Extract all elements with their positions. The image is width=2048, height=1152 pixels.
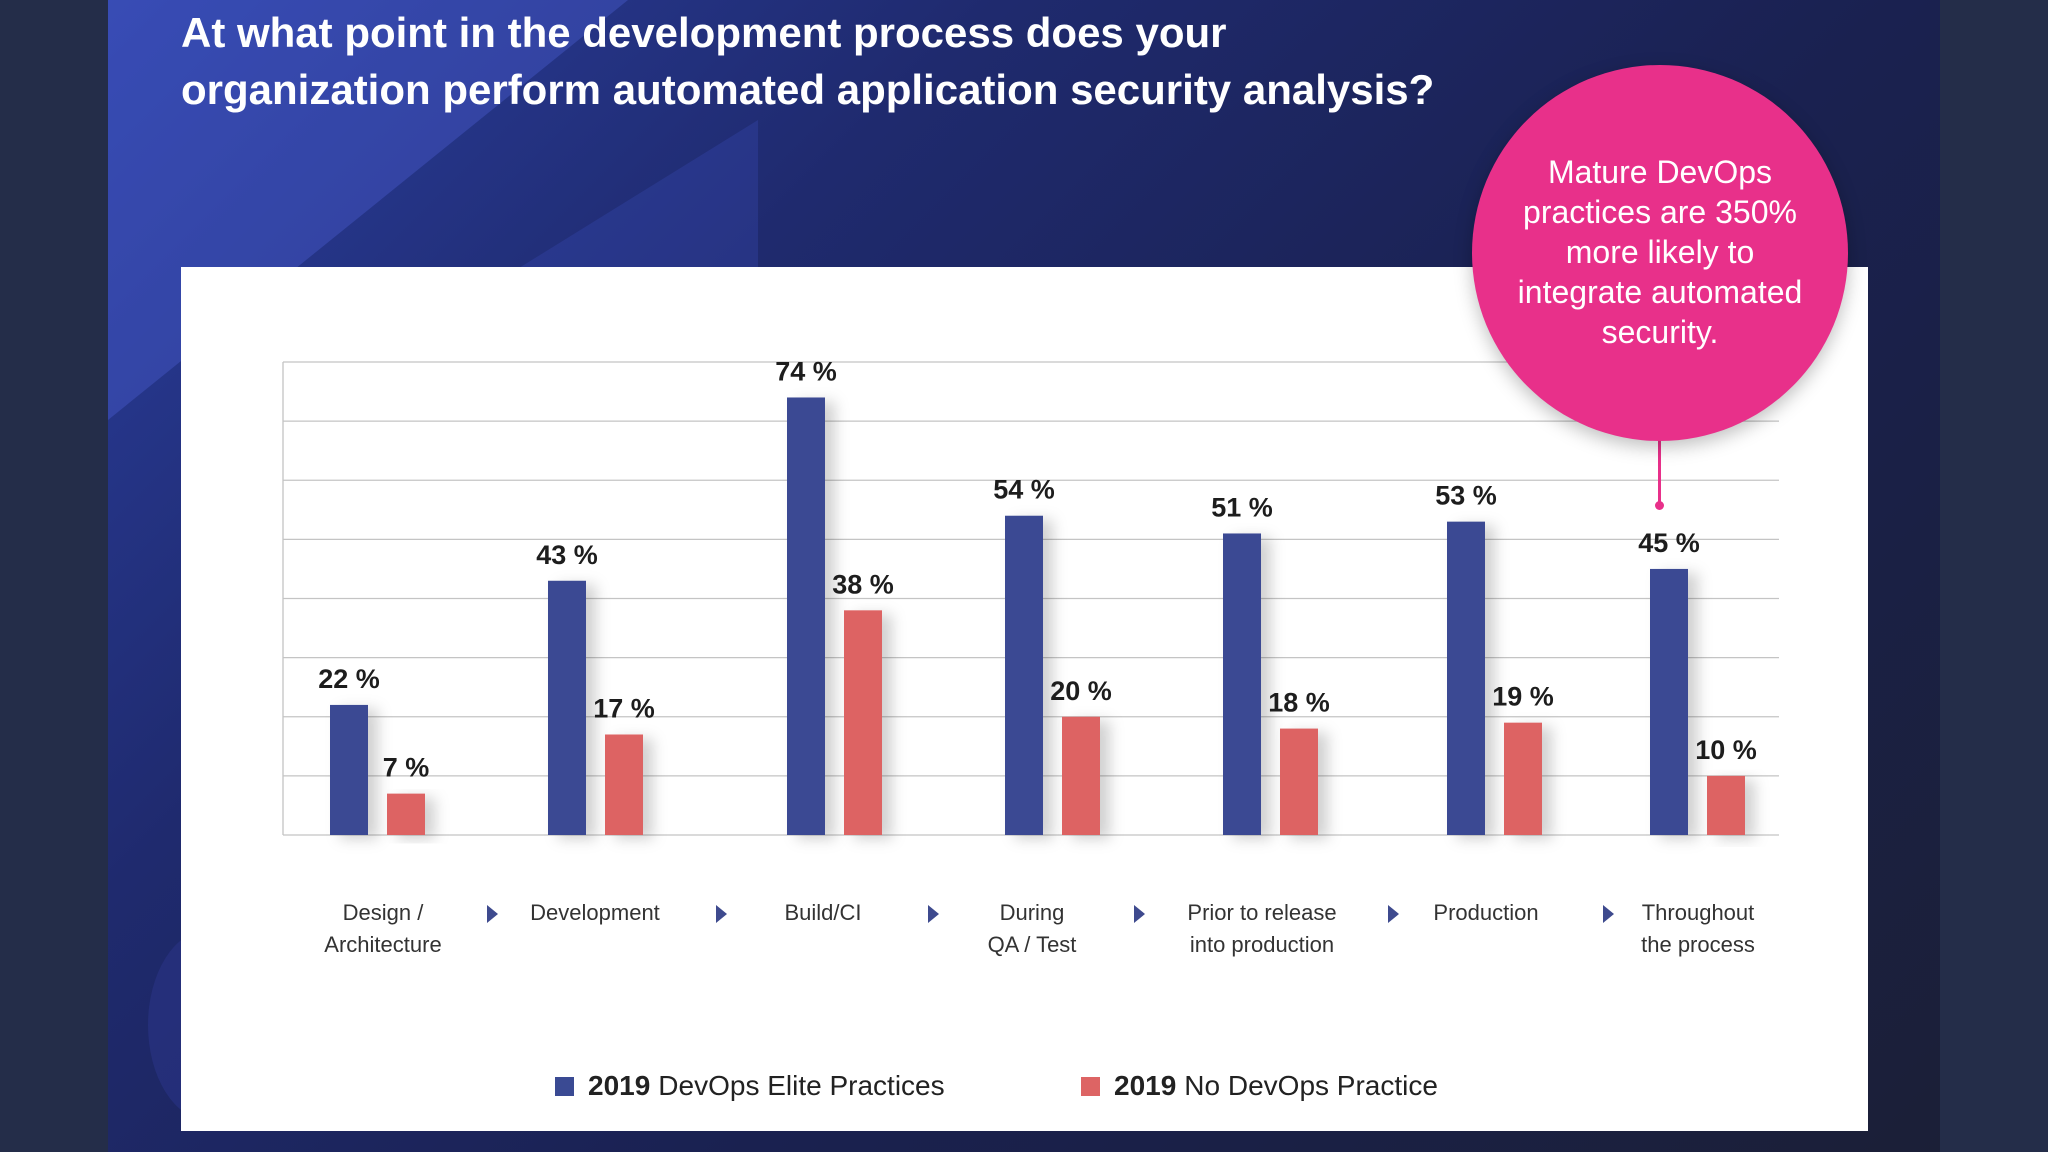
category-label: the process bbox=[1641, 932, 1755, 957]
data-label-elite: 45 % bbox=[1638, 528, 1700, 558]
bar-elite bbox=[1447, 521, 1485, 835]
bar-elite bbox=[548, 580, 586, 835]
data-label-no-devops: 10 % bbox=[1695, 735, 1757, 765]
data-label-no-devops: 19 % bbox=[1492, 682, 1554, 712]
data-label-elite: 74 % bbox=[775, 356, 837, 386]
step-arrow-icon bbox=[1603, 905, 1614, 923]
bar-no-devops bbox=[1280, 728, 1318, 835]
data-label-elite: 43 % bbox=[536, 540, 598, 570]
category-label: Architecture bbox=[324, 932, 441, 957]
category-label: Development bbox=[530, 900, 660, 925]
bar-elite bbox=[1650, 568, 1688, 835]
data-label-no-devops: 7 % bbox=[383, 753, 430, 783]
bar-elite bbox=[330, 704, 368, 835]
legend-swatch-no-devops bbox=[1081, 1076, 1100, 1096]
bar-elite bbox=[787, 397, 825, 835]
bar-chart: 22 % 43 % 74 % 54 % 51 % 53 % 45 % 7 % 17 % 38 % 2… bbox=[282, 356, 1779, 957]
category-label: Design / bbox=[343, 900, 425, 925]
page-title: At what point in the development process… bbox=[181, 4, 1561, 118]
bar-no-devops bbox=[844, 610, 882, 835]
bar-no-devops bbox=[387, 793, 425, 835]
legend-year: 2019 bbox=[588, 1070, 651, 1101]
bar-elite bbox=[1005, 515, 1043, 835]
chart-legend: 2019 DevOps Elite Practices 2019 No DevO… bbox=[181, 1070, 1868, 1110]
legend-year: 2019 bbox=[1114, 1070, 1177, 1101]
category-label: into production bbox=[1190, 932, 1334, 957]
category-label: Throughout bbox=[1642, 900, 1755, 925]
legend-swatch-elite bbox=[555, 1076, 574, 1096]
category-label: Prior to release bbox=[1187, 900, 1336, 925]
bar-no-devops bbox=[1062, 716, 1100, 835]
step-arrow-icon bbox=[928, 905, 939, 923]
category-label: Build/CI bbox=[784, 900, 861, 925]
data-label-no-devops: 17 % bbox=[593, 693, 655, 723]
callout-pointer-dot bbox=[1655, 501, 1664, 510]
callout-text: Mature DevOps practices are 350% more li… bbox=[1517, 154, 1803, 350]
data-label-elite: 22 % bbox=[318, 664, 380, 694]
title-line-1: At what point in the development process… bbox=[181, 9, 1227, 56]
data-label-elite: 51 % bbox=[1211, 492, 1273, 522]
legend-item-no-devops: 2019 No DevOps Practice bbox=[1081, 1070, 1438, 1102]
category-label: During bbox=[1000, 900, 1065, 925]
step-arrow-icon bbox=[1388, 905, 1399, 923]
callout-bubble: Mature DevOps practices are 350% more li… bbox=[1472, 65, 1848, 441]
bar-elite bbox=[1223, 533, 1261, 835]
step-arrow-icon bbox=[487, 905, 498, 923]
chart-panel: 22 % 43 % 74 % 54 % 51 % 53 % 45 % 7 % 17 % 38 % 2… bbox=[181, 267, 1868, 1131]
callout-pointer-line bbox=[1658, 438, 1661, 504]
step-arrow-icon bbox=[716, 905, 727, 923]
data-label-no-devops: 20 % bbox=[1050, 676, 1112, 706]
category-label: Production bbox=[1433, 900, 1538, 925]
legend-label: DevOps Elite Practices bbox=[658, 1070, 945, 1101]
data-label-elite: 54 % bbox=[993, 475, 1055, 505]
title-line-2: organization perform automated applicati… bbox=[181, 66, 1435, 113]
bar-no-devops bbox=[1504, 722, 1542, 835]
legend-item-elite: 2019 DevOps Elite Practices bbox=[555, 1070, 945, 1102]
legend-label: No DevOps Practice bbox=[1184, 1070, 1438, 1101]
category-label: QA / Test bbox=[988, 932, 1077, 957]
data-label-elite: 53 % bbox=[1435, 481, 1497, 511]
data-label-no-devops: 18 % bbox=[1268, 688, 1330, 718]
step-arrow-icon bbox=[1134, 905, 1145, 923]
data-label-no-devops: 38 % bbox=[832, 569, 894, 599]
bar-no-devops bbox=[605, 734, 643, 835]
bar-no-devops bbox=[1707, 775, 1745, 835]
